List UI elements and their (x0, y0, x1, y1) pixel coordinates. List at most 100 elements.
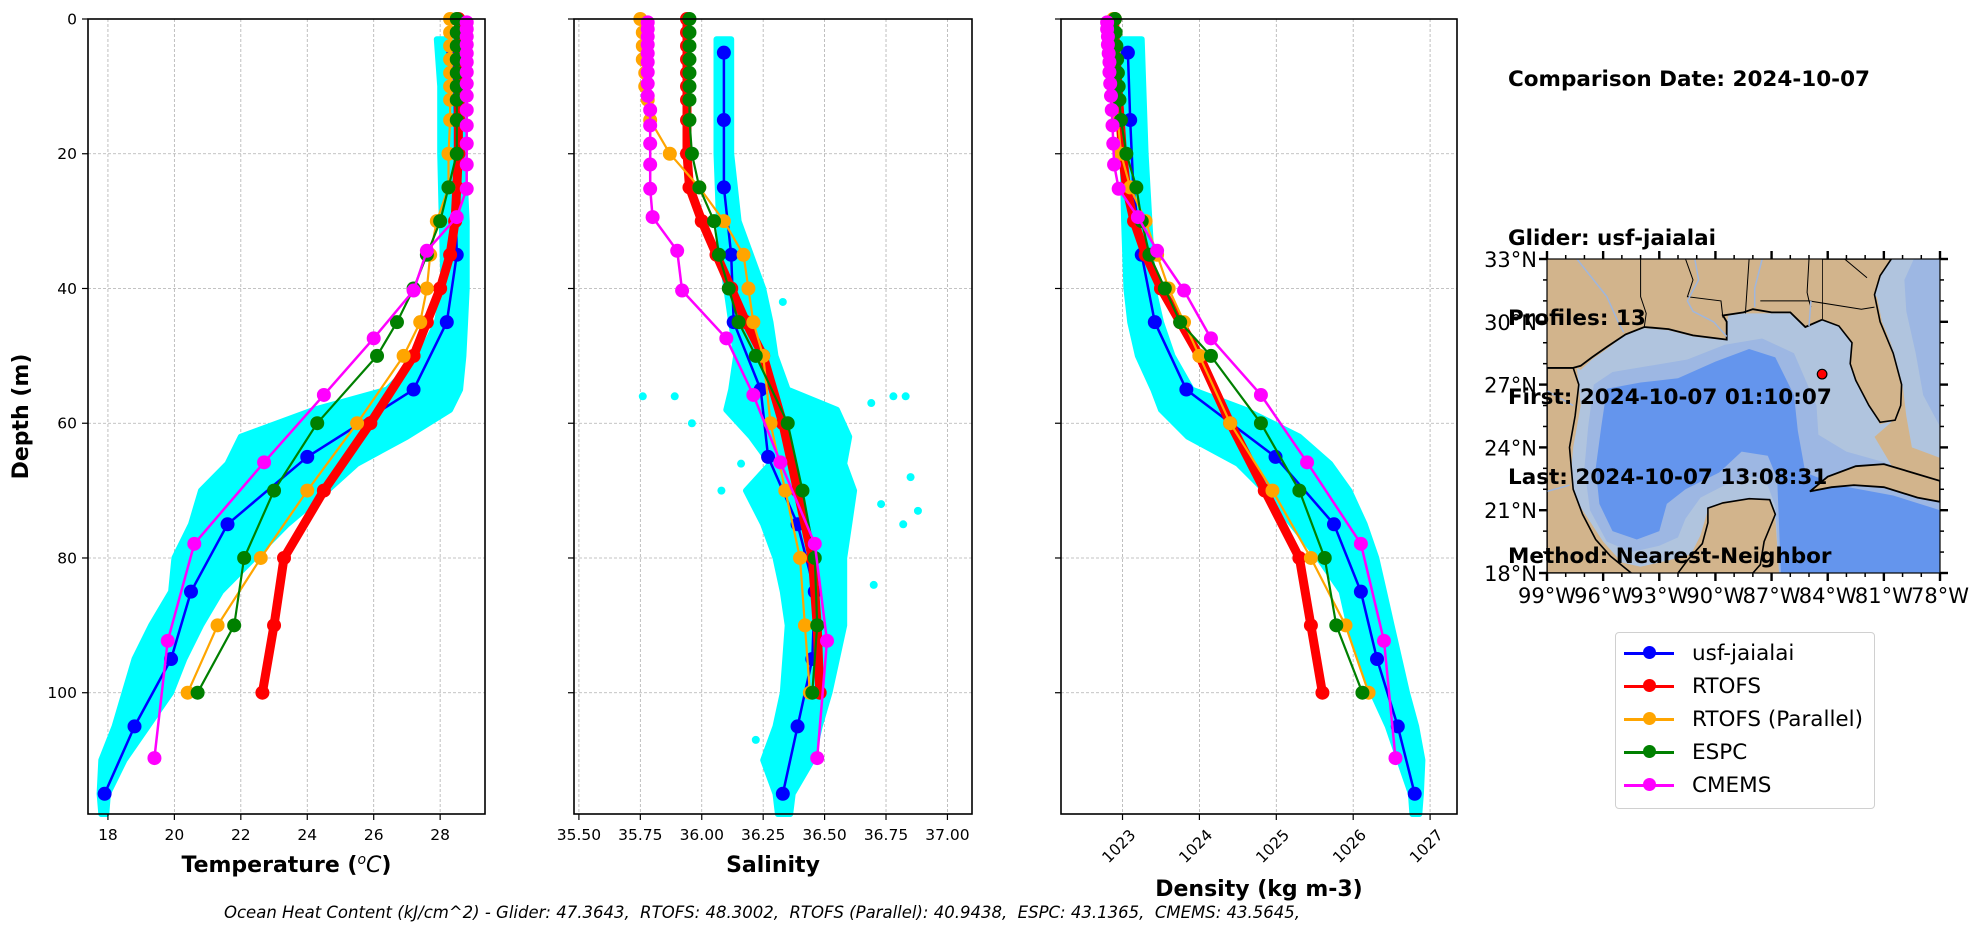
river (1686, 259, 1728, 337)
legend-item: usf-jaialai (1624, 638, 1794, 668)
data-point (1147, 315, 1162, 330)
data-point (187, 536, 202, 551)
salinity-panel: 35.50 35.75 36.00 36.25 36.50 36.75 37.00 Salin… (557, 12, 973, 878)
data-point (640, 55, 655, 70)
data-point (773, 455, 788, 470)
map-frame (1546, 258, 1941, 574)
data-point (778, 483, 793, 498)
data-point (255, 685, 270, 700)
data-point (350, 416, 365, 431)
data-point (746, 315, 761, 330)
y-tick-label: 100 (47, 684, 77, 702)
glider-name: Glider: usf-jaialai (1508, 226, 1717, 251)
map-x-tick-label: 84°W (1799, 584, 1857, 608)
data-point (643, 118, 658, 133)
x-tick-label: 18 (98, 826, 118, 844)
state-border (1806, 259, 1875, 310)
raw-glider-point (638, 392, 647, 401)
x-tick-label: 1023 (1099, 826, 1140, 867)
comparison-date: Comparison Date: 2024-10-07 (1508, 67, 1871, 92)
data-point (682, 52, 697, 67)
y-tick-label: 60 (57, 415, 77, 433)
series-cmems (1100, 15, 1403, 766)
raw-glider-band (96, 36, 470, 817)
data-point (97, 786, 112, 801)
glider-location-marker (1816, 368, 1828, 380)
data-point (736, 247, 751, 262)
legend-dot (1643, 679, 1656, 692)
data-point (1317, 550, 1332, 565)
data-point (1265, 483, 1280, 498)
map-x-tick-label: 87°W (1743, 584, 1801, 608)
data-point (640, 76, 655, 91)
data-point (1370, 652, 1385, 667)
raw-glider-point (737, 459, 746, 468)
data-point (1303, 618, 1318, 633)
data-point (441, 180, 456, 195)
data-point (1111, 181, 1126, 196)
map-y-tick-label: 33°N (1484, 248, 1537, 272)
profile-count: Profiles: 13 (1508, 305, 1646, 331)
x-tick-label: 36.50 (802, 826, 846, 844)
data-point (640, 65, 655, 80)
raw-glider-point (867, 399, 876, 408)
map-x-tick-label: 90°W (1686, 584, 1744, 608)
x-tick-label: 1025 (1252, 826, 1293, 867)
last-time: Last: 2024-10-07 13:08:31 (1508, 464, 1828, 490)
x-tick-label: 37.00 (925, 826, 969, 844)
data-point (805, 685, 820, 700)
data-point (682, 38, 697, 53)
data-point (682, 92, 697, 107)
data-point (1407, 786, 1422, 801)
data-point (1303, 550, 1318, 565)
data-point (731, 315, 746, 330)
map-x-tick-label: 99°W (1518, 584, 1576, 608)
map-y-tick-label: 24°N (1484, 436, 1537, 460)
data-point (1150, 243, 1165, 258)
data-point (1192, 348, 1207, 363)
raw-glider-point (751, 735, 760, 744)
data-point (389, 315, 404, 330)
river (1576, 259, 1625, 333)
data-point (711, 247, 726, 262)
data-point (439, 315, 454, 330)
data-point (370, 348, 385, 363)
data-point (1104, 102, 1119, 117)
data-point (721, 281, 736, 296)
data-point (1315, 685, 1330, 700)
data-point (220, 517, 235, 532)
legend-swatch-icon (1624, 671, 1674, 701)
data-point (277, 550, 292, 565)
data-point (237, 550, 252, 565)
river (1808, 300, 1812, 327)
legend-item: RTOFS (Parallel) (1624, 704, 1863, 734)
data-point (716, 180, 731, 195)
data-point (810, 618, 825, 633)
x-tick-label: 20 (165, 826, 185, 844)
x-tick-label: 36.25 (741, 826, 785, 844)
raw-glider-point (687, 419, 696, 428)
data-point (1177, 283, 1192, 298)
ocean-deep-basin (1595, 349, 1940, 573)
data-point (780, 416, 795, 431)
data-point (675, 283, 690, 298)
data-point (1179, 382, 1194, 397)
data-point (433, 214, 448, 229)
data-point (682, 25, 697, 40)
data-point (449, 210, 464, 225)
data-point (692, 180, 707, 195)
river (1753, 259, 1763, 308)
data-point (790, 719, 805, 734)
legend-label: usf-jaialai (1692, 640, 1795, 666)
map-y-tick-label: 18°N (1484, 562, 1537, 586)
data-point (310, 416, 325, 431)
legend-item: RTOFS (1624, 671, 1761, 701)
data-point (1292, 483, 1307, 498)
data-point (253, 550, 268, 565)
y-tick-label: 40 (57, 280, 77, 298)
data-point (1376, 633, 1391, 648)
y-tick-label: 80 (57, 549, 77, 567)
first-time: First: 2024-10-07 01:10:07 (1508, 385, 1832, 410)
data-point (1253, 387, 1268, 402)
legend-label: CMEMS (1692, 772, 1772, 798)
